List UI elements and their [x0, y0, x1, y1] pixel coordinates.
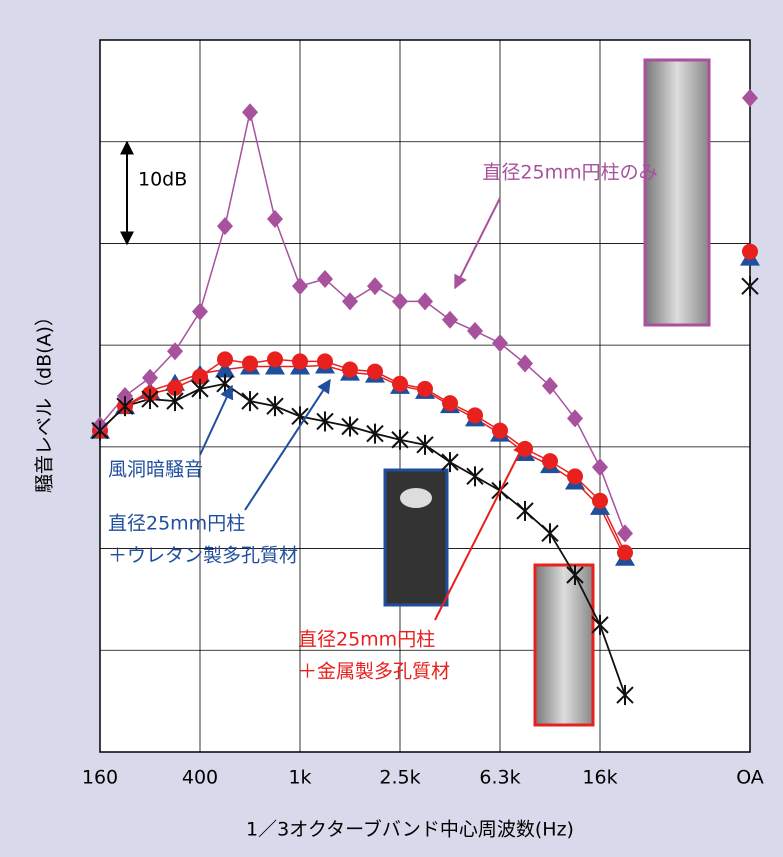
point: [592, 493, 608, 509]
x-tick-label: 6.3k: [479, 767, 520, 789]
point: [742, 244, 758, 260]
point: [342, 362, 358, 378]
series-label: 直径25mm円柱: [298, 629, 435, 651]
series-label: 風洞暗騒音: [108, 459, 203, 481]
x-tick-label: 16k: [582, 767, 617, 789]
series-label: ＋金属製多孔質材: [298, 661, 450, 683]
photo-detail: [400, 488, 432, 508]
chart: 1／3オクターブバンド中心周波数(Hz) 騒音レベル（dB(A)） 10dB 1…: [0, 0, 783, 857]
point: [492, 423, 508, 439]
point: [392, 376, 408, 392]
photo: [535, 565, 593, 725]
x-tick-label: 400: [182, 767, 218, 789]
x-tick-label: 160: [82, 767, 118, 789]
x-axis-title: 1／3オクターブバンド中心周波数(Hz): [246, 818, 574, 841]
point: [242, 355, 258, 371]
point: [467, 407, 483, 423]
point: [617, 545, 633, 561]
point: [367, 364, 383, 380]
series-label: 直径25mm円柱のみ: [482, 162, 657, 184]
point: [567, 468, 583, 484]
series-label: 直径25mm円柱: [108, 513, 245, 535]
photo: [645, 60, 709, 325]
series-label: ＋ウレタン製多孔質材: [108, 545, 298, 567]
point: [292, 353, 308, 369]
point: [417, 381, 433, 397]
x-tick-label: 1k: [288, 767, 311, 789]
y-axis-title: 騒音レベル（dB(A)）: [34, 307, 56, 493]
x-tick-label: 2.5k: [379, 767, 420, 789]
point: [267, 351, 283, 367]
x-tick-label: OA: [736, 767, 764, 789]
point: [542, 453, 558, 469]
point: [317, 353, 333, 369]
annotation: 10dB: [138, 169, 187, 191]
point: [217, 351, 233, 367]
point: [442, 395, 458, 411]
